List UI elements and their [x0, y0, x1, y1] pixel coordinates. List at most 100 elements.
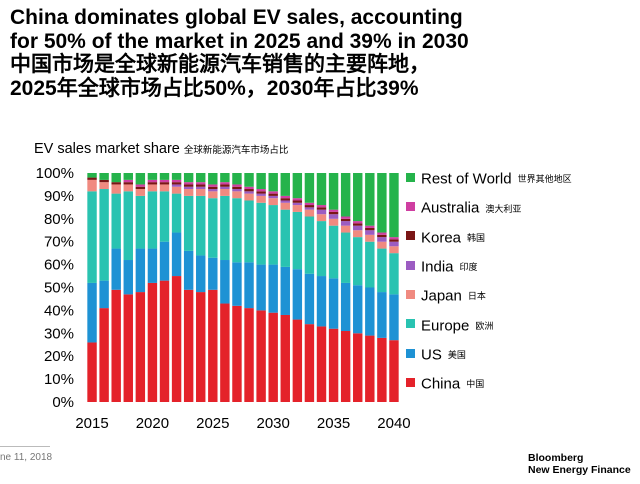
- bar-segment-europe-2034: [316, 221, 327, 277]
- legend-item-korea: Korea 韩国: [406, 229, 485, 251]
- bar-segment-europe-2025: [208, 198, 218, 258]
- legend-label-cn: 欧洲: [475, 320, 494, 331]
- bar-segment-korea-2031: [280, 198, 290, 201]
- legend-swatch: [406, 289, 415, 299]
- bar-segment-india-2034: [316, 209, 327, 215]
- bar-segment-korea-2035: [328, 211, 339, 215]
- bar-segment-australia-2026: [220, 182, 230, 185]
- legend-item-rest-of-world: Rest of World 世界其他地区: [406, 170, 572, 192]
- bar-segment-japan-2031: [280, 202, 290, 210]
- bar-segment-rest-of-world-2034: [316, 173, 327, 206]
- bar-segment-europe-2016: [99, 189, 109, 281]
- bar-segment-rest-of-world-2021: [159, 173, 170, 180]
- bar-segment-china-2021: [159, 280, 170, 402]
- x-tick-label: 2035: [317, 415, 350, 432]
- bar-segment-korea-2030: [268, 193, 278, 196]
- bar-segment-china-2036: [340, 331, 351, 402]
- x-tick-label: 2030: [257, 415, 290, 432]
- bar-segment-china-2028: [244, 308, 254, 402]
- bar-segment-europe-2028: [244, 200, 254, 263]
- chart-title-en: EV sales market share: [34, 141, 180, 157]
- bar-segment-korea-2037: [353, 223, 363, 226]
- legend-item-china: China 中国: [406, 375, 484, 397]
- bar-segment-korea-2026: [220, 184, 230, 187]
- bar-segment-japan-2024: [196, 189, 206, 196]
- bar-segment-australia-2025: [208, 184, 218, 187]
- bar-segment-japan-2039: [377, 241, 387, 249]
- bar-segment-china-2015: [87, 342, 97, 402]
- bar-segment-rest-of-world-2022: [171, 173, 182, 180]
- bar-segment-japan-2040: [389, 246, 399, 254]
- bar-segment-australia-2040: [389, 237, 399, 240]
- bar-segment-australia-2029: [256, 189, 266, 192]
- bar-segment-us-2015: [87, 282, 97, 343]
- bar-segment-india-2024: [196, 186, 206, 190]
- bar-segment-japan-2019: [135, 189, 146, 196]
- bar-segment-korea-2020: [147, 182, 158, 185]
- bar-segment-china-2019: [135, 292, 146, 402]
- bar-segment-china-2029: [256, 310, 266, 402]
- bar-segment-us-2036: [340, 282, 351, 332]
- bar-segment-us-2037: [353, 285, 363, 334]
- legend-label: Korea: [421, 228, 462, 246]
- legend-label: Australia: [421, 199, 480, 217]
- bar-segment-japan-2032: [292, 205, 303, 212]
- bar-segment-europe-2022: [171, 193, 182, 233]
- bar-segment-rest-of-world-2016: [99, 173, 109, 180]
- y-tick-label: 40%: [44, 302, 74, 319]
- bar-segment-china-2024: [196, 292, 206, 402]
- bar-segment-japan-2036: [340, 225, 351, 233]
- bar-segment-europe-2032: [292, 211, 303, 270]
- bar-segment-rest-of-world-2025: [208, 173, 218, 185]
- bar-segment-japan-2033: [304, 209, 315, 217]
- bar-segment-us-2038: [365, 287, 375, 336]
- bar-segment-rest-of-world-2028: [244, 173, 254, 187]
- legend-label-cn: 印度: [459, 262, 478, 273]
- bar-segment-us-2022: [171, 232, 182, 277]
- bar-segment-australia-2022: [171, 179, 182, 183]
- legend-label-cn: 美国: [447, 350, 466, 361]
- y-tick-label: 50%: [44, 280, 74, 297]
- bar-segment-australia-2039: [377, 232, 387, 235]
- bar-segment-china-2037: [353, 333, 363, 402]
- bar-segment-us-2035: [328, 278, 339, 329]
- legend-label: Europe: [421, 316, 470, 334]
- bar-segment-japan-2028: [244, 193, 254, 201]
- bar-segment-korea-2029: [256, 191, 266, 194]
- bar-segment-china-2022: [171, 276, 182, 402]
- bar-segment-us-2024: [196, 255, 206, 293]
- bar-segment-japan-2037: [353, 230, 363, 238]
- bar-segment-europe-2038: [365, 241, 375, 288]
- bar-segment-rest-of-world-2032: [292, 173, 303, 199]
- bar-segment-india-2039: [377, 237, 387, 242]
- bar-segment-europe-2036: [340, 232, 351, 283]
- bar-segment-korea-2021: [159, 182, 170, 185]
- bar-segment-korea-2024: [196, 184, 206, 187]
- legend-swatch: [406, 172, 415, 182]
- bar-segment-europe-2037: [353, 237, 363, 286]
- legend-label: China: [421, 375, 461, 393]
- bar-segment-europe-2030: [268, 205, 278, 265]
- bar-segment-europe-2033: [304, 216, 315, 274]
- bar-segment-australia-2027: [232, 184, 242, 187]
- bar-segment-us-2030: [268, 264, 278, 313]
- bar-segment-us-2025: [208, 257, 218, 290]
- bar-segment-korea-2022: [171, 182, 182, 185]
- bar-segment-australia-2021: [159, 179, 170, 183]
- chart-title: EV sales market share 全球新能源汽车市场占比: [34, 141, 288, 157]
- bar-segment-korea-2038: [365, 227, 375, 231]
- title-line-2: for 50% of the market in 2025 and 39% in…: [10, 29, 469, 53]
- chart-title-cn: 全球新能源汽车市场占比: [183, 145, 289, 156]
- bar-segment-europe-2023: [183, 195, 194, 251]
- brand-line-1: Bloomberg: [528, 452, 584, 464]
- legend-label: Japan: [421, 287, 462, 305]
- brand-logo: Bloomberg New Energy Finance: [528, 452, 631, 476]
- y-tick-label: 0%: [52, 394, 74, 411]
- bar-segment-rest-of-world-2018: [123, 173, 133, 180]
- bar-segment-rest-of-world-2024: [196, 173, 206, 183]
- bar-segment-australia-2023: [183, 182, 194, 185]
- bar-segment-rest-of-world-2019: [135, 173, 146, 185]
- bar-segment-us-2023: [183, 250, 194, 290]
- bar-segment-rest-of-world-2023: [183, 173, 194, 183]
- bar-segment-rest-of-world-2039: [377, 173, 387, 233]
